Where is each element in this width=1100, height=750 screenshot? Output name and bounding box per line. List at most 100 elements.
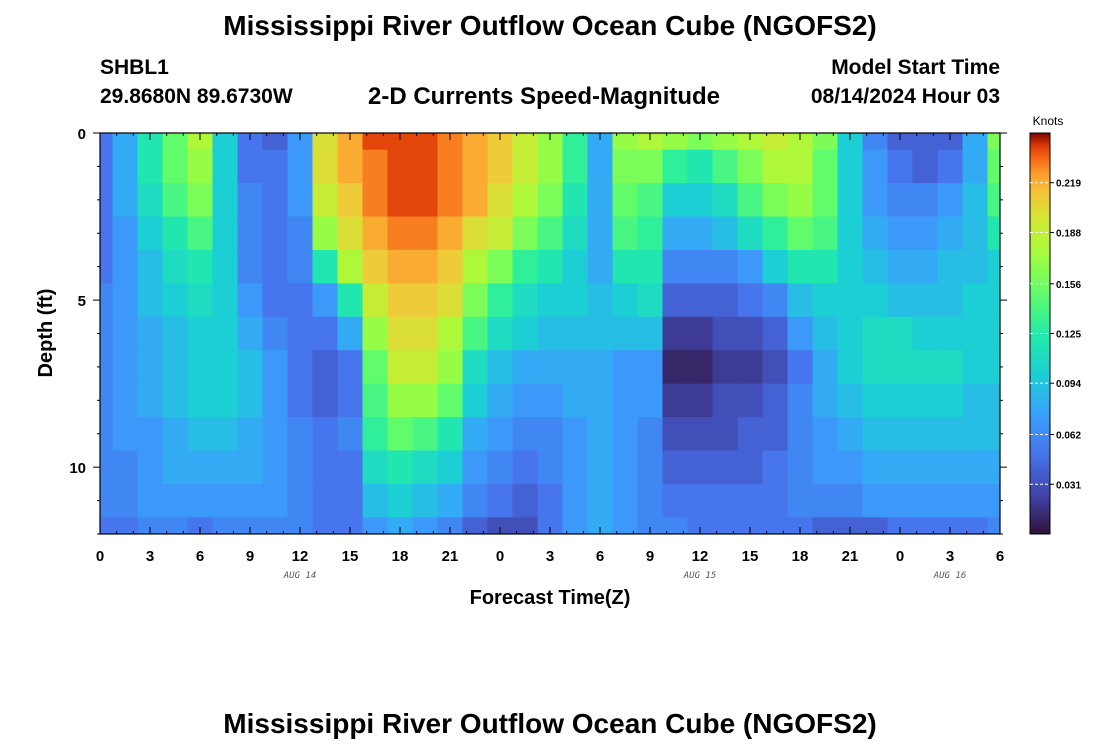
heatmap-cell (512, 350, 539, 385)
station-coordinates: 29.8680N 89.6730W (100, 85, 293, 108)
heatmap-cell (687, 517, 714, 534)
heatmap-cell (387, 133, 414, 151)
heatmap-cell (262, 149, 289, 184)
x-tick-label: 3 (146, 548, 154, 565)
heatmap-cell (887, 350, 914, 385)
heatmap-cell (787, 417, 814, 452)
heatmap-cell (687, 316, 714, 351)
heatmap-cell (262, 133, 289, 151)
heatmap-cell (437, 133, 464, 151)
heatmap-cell (162, 133, 189, 151)
heatmap-cell (637, 216, 664, 251)
heatmap-cell (962, 517, 989, 534)
x-tick-label: 9 (246, 548, 254, 565)
heatmap-cell (100, 149, 114, 184)
heatmap-cell (512, 316, 539, 351)
heatmap-cell (662, 383, 689, 418)
heatmap-cell (362, 417, 389, 452)
heatmap-cell (662, 149, 689, 184)
y-axis-title: Depth (ft) (35, 289, 57, 378)
heatmap-cell (787, 133, 814, 151)
heatmap-cell (587, 183, 614, 218)
heatmap-cell (337, 149, 364, 184)
heatmap-cell (162, 450, 189, 485)
heatmap-cell (912, 283, 939, 318)
heatmap-cell (262, 316, 289, 351)
heatmap-cell (537, 517, 564, 534)
heatmap-cell (162, 249, 189, 284)
heatmap-cell (837, 417, 864, 452)
heatmap-cell (912, 383, 939, 418)
heatmap-cell (237, 149, 264, 184)
heatmap-cell (562, 417, 589, 452)
heatmap-cell (712, 383, 739, 418)
heatmap-cell (587, 216, 614, 251)
heatmap-cell (812, 216, 839, 251)
heatmap-cell (512, 383, 539, 418)
x-tick-label: 0 (496, 548, 504, 565)
heatmap-cell (887, 149, 914, 184)
heatmap-cell (537, 133, 564, 151)
colorbar-tick-label: 0.125 (1056, 330, 1081, 341)
date-label: AUG 14 (283, 571, 317, 581)
x-tick-label: 9 (646, 548, 654, 565)
heatmap-cell (387, 417, 414, 452)
heatmap-cell (437, 249, 464, 284)
heatmap-cell (562, 183, 589, 218)
heatmap-cell (787, 517, 814, 534)
colorbar-tick-label: 0.188 (1056, 228, 1081, 239)
heatmap-cell (112, 283, 139, 318)
heatmap-cell (712, 483, 739, 518)
heatmap-cell (812, 133, 839, 151)
heatmap-cell (462, 149, 489, 184)
heatmap-cell (862, 383, 889, 418)
heatmap-cell (437, 216, 464, 251)
heatmap-cell (412, 149, 439, 184)
heatmap-cell (387, 316, 414, 351)
heatmap-cell (287, 483, 314, 518)
heatmap-cell (837, 216, 864, 251)
heatmap-cell (212, 316, 239, 351)
heatmap-cell (512, 216, 539, 251)
figure-title: Mississippi River Outflow Ocean Cube (NG… (223, 10, 877, 41)
heatmap-cell (962, 316, 989, 351)
heatmap-cell (612, 133, 639, 151)
heatmap-cell (687, 249, 714, 284)
heatmap-cell (487, 283, 514, 318)
heatmap-cell (612, 216, 639, 251)
heatmap-cell (662, 216, 689, 251)
heatmap-cell (287, 283, 314, 318)
colorbar-ticks: 0.219 0.188 0.156 0.125 0.094 0.062 0.031 (1030, 179, 1081, 491)
x-tick-label: 3 (546, 548, 554, 565)
heatmap-cell (987, 417, 1000, 452)
heatmap-cell (112, 350, 139, 385)
heatmap-cell (812, 316, 839, 351)
heatmap-cell (837, 517, 864, 534)
heatmap-cell (637, 350, 664, 385)
x-tick-label: 0 (96, 548, 104, 565)
colorbar-tick-label: 0.219 (1056, 179, 1081, 190)
heatmap-cell (212, 216, 239, 251)
heatmap-cell (100, 350, 114, 385)
heatmap-cell (487, 483, 514, 518)
heatmap-cell (887, 383, 914, 418)
heatmap-cell (162, 183, 189, 218)
heatmap-cell (562, 283, 589, 318)
heatmap-cell (337, 133, 364, 151)
heatmap-cell (987, 249, 1000, 284)
heatmap-cell (862, 483, 889, 518)
heatmap-cell (100, 133, 114, 151)
heatmap-cell (162, 216, 189, 251)
heatmap-cell (187, 483, 214, 518)
heatmap-cell (462, 517, 489, 534)
heatmap-cell (487, 216, 514, 251)
x-tick-label: 21 (442, 548, 459, 565)
x-tick-label: 18 (392, 548, 409, 565)
heatmap-cell (737, 249, 764, 284)
heatmap-cell (237, 283, 264, 318)
heatmap-cell (287, 216, 314, 251)
heatmap-cell (437, 283, 464, 318)
heatmap-cell (362, 133, 389, 151)
heatmap-cell (637, 483, 664, 518)
heatmap-cell (937, 483, 964, 518)
